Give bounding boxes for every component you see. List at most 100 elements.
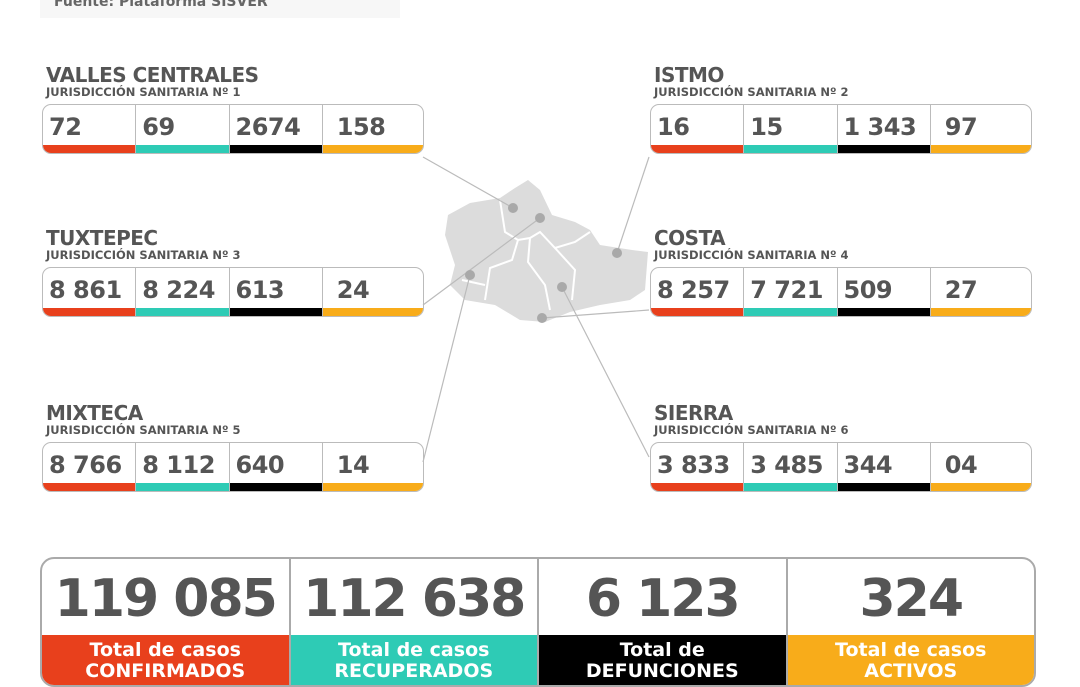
- region-title: VALLES CENTRALES: [46, 63, 259, 87]
- stat-confirmed-value: 3 833: [657, 451, 730, 479]
- total-label-category: ACTIVOS: [864, 660, 958, 682]
- stat-active: 24: [322, 268, 423, 316]
- stat-confirmed-value: 8 766: [49, 451, 122, 479]
- stat-recovered-value: 8 224: [142, 276, 215, 304]
- map-dot-costa: [537, 313, 547, 323]
- map-dot-sierra: [557, 282, 567, 292]
- recovered-color-bar: [136, 483, 229, 491]
- region-costa: COSTA JURISDICCIÓN SANITARIA Nº 4 8 257 7…: [650, 227, 1032, 317]
- stat-active-value: 04: [944, 451, 978, 479]
- region-mixteca: MIXTECA JURISDICCIÓN SANITARIA Nº 5 8 76…: [42, 402, 424, 492]
- recovered-color-bar: [136, 308, 229, 316]
- active-color-bar: [930, 308, 1031, 316]
- stat-deaths: 640: [229, 443, 323, 491]
- stat-recovered: 8 112: [136, 443, 230, 491]
- stat-active-value: 97: [944, 113, 978, 141]
- region-stats: 8 861 8 224 613 24: [42, 267, 424, 317]
- stat-deaths: 2674: [229, 105, 323, 153]
- stat-active: 27: [930, 268, 1031, 316]
- stat-deaths: 344: [837, 443, 931, 491]
- recovered-color-bar: [744, 145, 837, 153]
- active-color-bar: [322, 308, 423, 316]
- region-istmo: ISTMO JURISDICCIÓN SANITARIA Nº 2 16 595…: [650, 64, 1032, 154]
- stat-active-value: 27: [944, 276, 978, 304]
- region-title: TUXTEPEC: [46, 226, 158, 250]
- leader-line-valles-centrales: [422, 156, 514, 209]
- leader-line-tuxtepec: [422, 217, 541, 306]
- deaths-color-bar: [837, 145, 930, 153]
- leader-line-mixteca: [422, 274, 471, 463]
- map-dot-valles-centrales: [508, 203, 518, 213]
- confirmed-color-bar: [43, 483, 136, 491]
- stat-recovered-value: 7 721: [750, 276, 823, 304]
- total-label-category: RECUPERADOS: [334, 660, 494, 682]
- active-color-bar: [930, 483, 1031, 491]
- region-title: MIXTECA: [46, 401, 143, 425]
- active-color-bar: [322, 483, 423, 491]
- recovered-color-bar: [136, 145, 229, 153]
- region-valles-centrales: VALLES CENTRALES JURISDICCIÓN SANITARIA …: [42, 64, 424, 154]
- stat-confirmed-value: 8 257: [657, 276, 730, 304]
- region-stats: 8 257 7 721 509 27: [650, 267, 1032, 317]
- total-confirmed: 119 085 Total de casos CONFIRMADOS: [42, 559, 291, 685]
- total-value: 112 638: [303, 569, 526, 629]
- stat-recovered: 8 224: [136, 268, 230, 316]
- total-value: 6 123: [585, 569, 741, 629]
- deaths-color-bar: [229, 483, 322, 491]
- region-jurisdiction: JURISDICCIÓN SANITARIA Nº 5: [46, 423, 241, 437]
- stat-recovered-value: 8 112: [142, 451, 215, 479]
- stat-confirmed: 3 833: [651, 443, 745, 491]
- region-jurisdiction: JURISDICCIÓN SANITARIA Nº 4: [654, 248, 849, 262]
- map-shape: [445, 180, 648, 322]
- source-note: Fuente: Plataforma SISVER: [40, 0, 400, 18]
- recovered-color-bar: [744, 483, 837, 491]
- region-stats: 72 77369 9412674 158: [42, 104, 424, 154]
- stat-confirmed: 8 257: [651, 268, 745, 316]
- total-deaths: 6 123 Total de DEFUNCIONES: [539, 559, 788, 685]
- region-title: COSTA: [654, 226, 726, 250]
- totals-panel: 119 085 Total de casos CONFIRMADOS 112 638 T…: [40, 557, 1036, 687]
- deaths-color-bar: [837, 483, 930, 491]
- stat-deaths: 613: [229, 268, 323, 316]
- total-label: Total de casos: [338, 639, 490, 661]
- recovered-color-bar: [744, 308, 837, 316]
- region-title: ISTMO: [654, 63, 724, 87]
- confirmed-color-bar: [651, 483, 744, 491]
- stat-active: 14: [322, 443, 423, 491]
- confirmed-color-bar: [651, 145, 744, 153]
- stat-deaths-value: 640: [235, 451, 285, 479]
- deaths-color-bar: [229, 145, 322, 153]
- stat-deaths-value: 2674: [235, 113, 301, 141]
- map-dot-tuxtepec: [535, 213, 545, 223]
- stat-confirmed: 16 595: [651, 105, 745, 153]
- stat-deaths-value: 1 343: [843, 113, 917, 141]
- region-stats: 3 833 3 485 344 04: [650, 442, 1032, 492]
- stat-deaths: 509: [837, 268, 931, 316]
- total-value: 324: [859, 569, 964, 629]
- active-color-bar: [930, 145, 1031, 153]
- region-jurisdiction: JURISDICCIÓN SANITARIA Nº 2: [654, 85, 849, 99]
- stat-recovered-value: 3 485: [750, 451, 823, 479]
- confirmed-color-bar: [651, 308, 744, 316]
- total-label: Total de: [619, 639, 705, 661]
- total-label-category: DEFUNCIONES: [585, 660, 739, 682]
- confirmed-color-bar: [43, 308, 136, 316]
- total-active: 324 Total de casos ACTIVOS: [787, 559, 1034, 685]
- region-stats: 8 766 8 112 640 14: [42, 442, 424, 492]
- stat-deaths-value: 613: [235, 276, 285, 304]
- total-label: Total de casos: [89, 639, 241, 661]
- stat-recovered: 15 155: [744, 105, 838, 153]
- active-color-bar: [322, 145, 423, 153]
- stat-active-value: 24: [336, 276, 370, 304]
- region-stats: 16 59515 1551 343 97: [650, 104, 1032, 154]
- map-dot-mixteca: [465, 270, 475, 280]
- confirmed-color-bar: [43, 145, 136, 153]
- region-jurisdiction: JURISDICCIÓN SANITARIA Nº 3: [46, 248, 241, 262]
- stat-deaths-value: 509: [843, 276, 893, 304]
- total-recovered: 112 638 Total de casos RECUPERADOS: [290, 559, 539, 685]
- leader-line-sierra: [561, 286, 650, 458]
- region-tuxtepec: TUXTEPEC JURISDICCIÓN SANITARIA Nº 3 8 8…: [42, 227, 424, 317]
- total-value: 119 085: [54, 569, 278, 629]
- region-jurisdiction: JURISDICCIÓN SANITARIA Nº 6: [654, 423, 849, 437]
